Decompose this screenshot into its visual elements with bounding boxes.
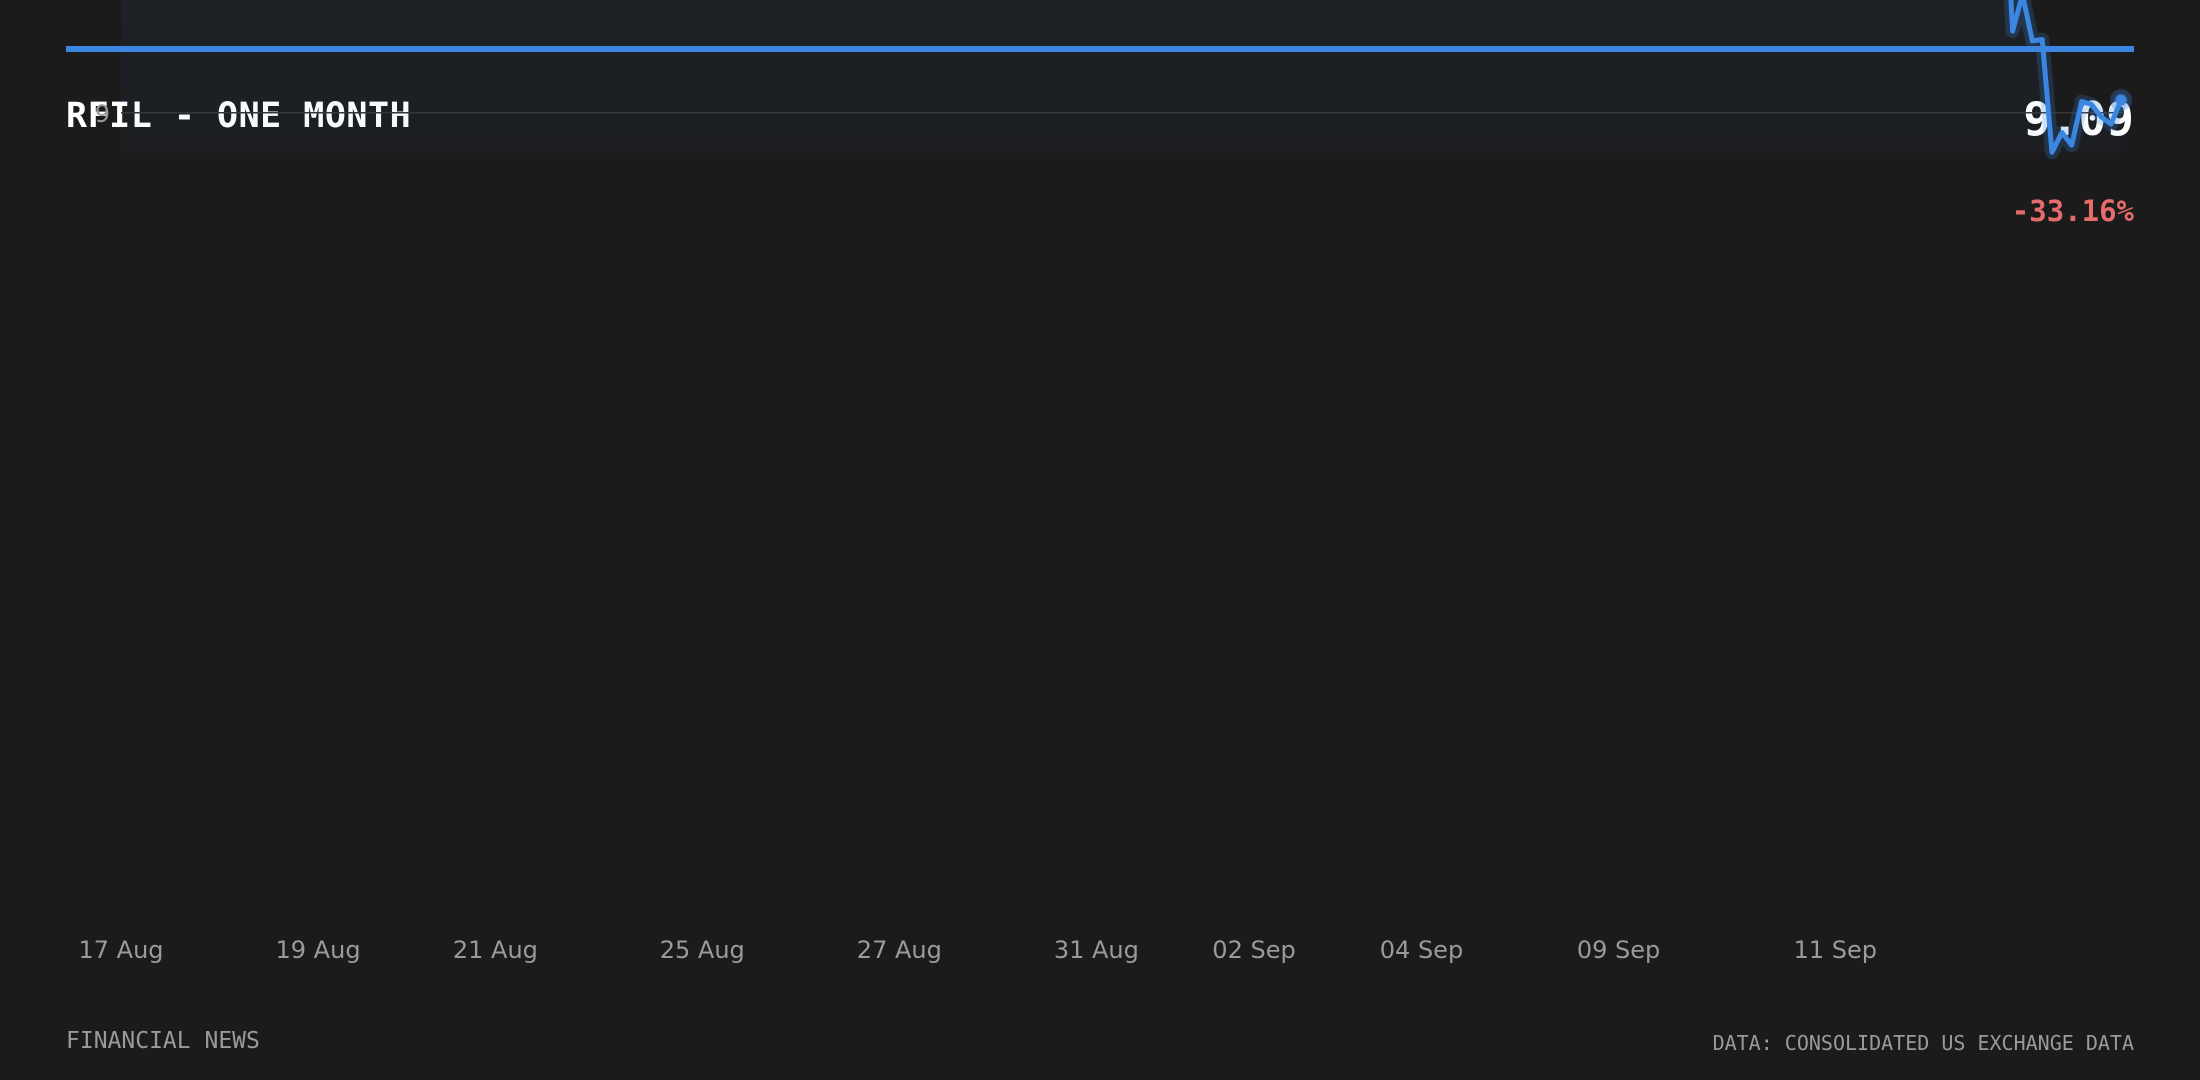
x-tick-label: 04 Sep — [1380, 936, 1463, 964]
x-tick-label: 19 Aug — [276, 936, 361, 964]
footer-source-left: FINANCIAL NEWS — [66, 1028, 260, 1054]
price-series — [121, 0, 2132, 160]
x-tick-label: 25 Aug — [660, 936, 745, 964]
x-tick-label: 11 Sep — [1794, 936, 1877, 964]
x-tick-label: 21 Aug — [453, 936, 538, 964]
x-tick-label: 02 Sep — [1212, 936, 1295, 964]
x-tick-label: 09 Sep — [1577, 936, 1660, 964]
x-axis-ticks: 17 Aug 19 Aug 21 Aug 25 Aug 27 Aug 31 Aug 02 S… — [78, 936, 1877, 964]
y-tick-label: 9 — [95, 100, 110, 128]
footer-source-right: DATA: CONSOLIDATED US EXCHANGE DATA — [1712, 1031, 2134, 1055]
area-fill — [121, 0, 2121, 153]
y-axis-ticks: 910111213 — [95, 100, 110, 128]
x-tick-label: 17 Aug — [78, 936, 163, 964]
x-tick-label: 31 Aug — [1054, 936, 1139, 964]
x-tick-label: 27 Aug — [857, 936, 942, 964]
percent-change: -33.16% — [2011, 194, 2134, 228]
last-point-marker — [2115, 94, 2127, 106]
